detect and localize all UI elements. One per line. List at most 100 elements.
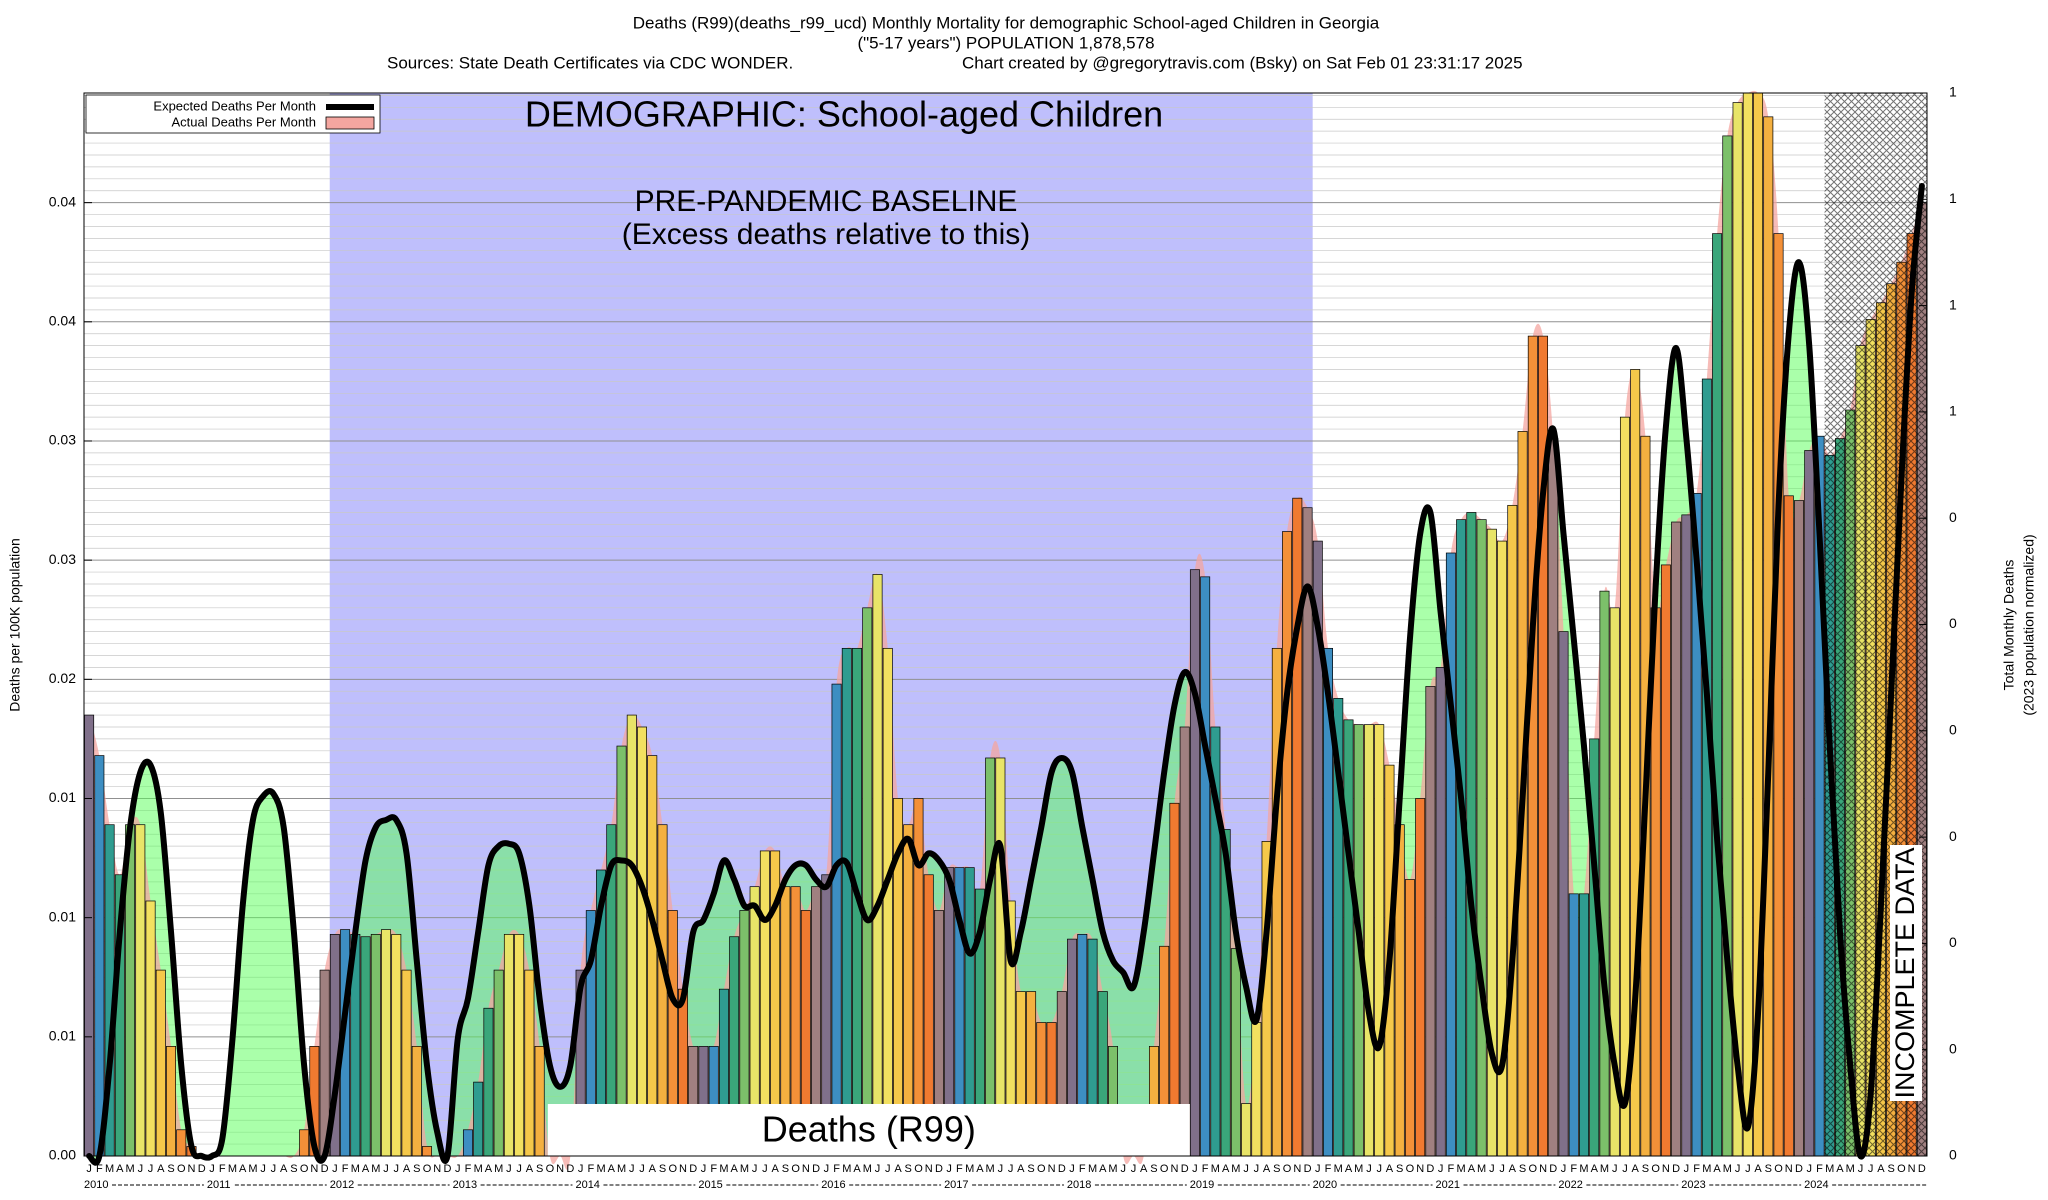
bar <box>1660 564 1671 1157</box>
x-tick-label: N <box>1785 1163 1793 1175</box>
x-tick-label: J <box>1243 1163 1249 1175</box>
x-tick-label: D <box>1672 1163 1680 1175</box>
x-tick-label: A <box>239 1163 247 1175</box>
x-tick-label: M <box>1211 1163 1220 1175</box>
x-tick-label: O <box>1897 1163 1906 1175</box>
x-tick-label: J <box>1120 1163 1126 1175</box>
x-tick-label: A <box>894 1163 902 1175</box>
x-tick-label: A <box>485 1163 493 1175</box>
x-tick-label: S <box>905 1163 912 1175</box>
bar <box>1189 569 1200 1157</box>
x-tick-label: S <box>1765 1163 1772 1175</box>
x-tick-label: D <box>1058 1163 1066 1175</box>
year-label: 2024 <box>1804 1179 1828 1191</box>
year-label: 2020 <box>1313 1179 1337 1191</box>
x-tick-label: J <box>629 1163 635 1175</box>
x-tick-label: M <box>1108 1163 1117 1175</box>
x-tick-label: J <box>1489 1163 1495 1175</box>
x-tick-label: M <box>371 1163 380 1175</box>
x-tick-label: D <box>321 1163 329 1175</box>
y-tick-label: 0.03 <box>49 551 76 567</box>
x-tick-label: S <box>1027 1163 1034 1175</box>
x-tick-label: J <box>1745 1163 1751 1175</box>
x-tick-label: M <box>494 1163 503 1175</box>
x-tick-label: M <box>1354 1163 1363 1175</box>
x-tick-label: A <box>280 1163 288 1175</box>
x-tick-label: A <box>116 1163 124 1175</box>
foreground-layer: 0.00 0.01 0.01 0.01 0.02 0.03 0.03 0.04 0.04 0 0 0 0… <box>49 84 1957 1191</box>
x-tick-label: S <box>1519 1163 1526 1175</box>
x-tick-label: M <box>125 1163 134 1175</box>
x-tick-label: A <box>1591 1163 1599 1175</box>
x-tick-label: M <box>1457 1163 1466 1175</box>
y2-tick-label: 0 <box>1949 1147 1957 1163</box>
x-tick-label: D <box>935 1163 943 1175</box>
bar <box>299 1129 310 1157</box>
x-tick-label: J <box>1366 1163 1372 1175</box>
bar <box>626 714 637 1157</box>
x-tick-label: J <box>1315 1163 1321 1175</box>
bar <box>1732 102 1743 1157</box>
x-tick-label: A <box>1140 1163 1148 1175</box>
x-tick-label: S <box>1642 1163 1649 1175</box>
x-tick-label: D <box>1181 1163 1189 1175</box>
bar <box>862 607 873 1157</box>
x-tick-label: J <box>1868 1163 1874 1175</box>
x-tick-label: J <box>1735 1163 1741 1175</box>
bar <box>637 726 647 1157</box>
bar <box>1671 521 1682 1157</box>
x-tick-label: A <box>771 1163 779 1175</box>
x-tick-label: M <box>228 1163 237 1175</box>
x-tick-label: S <box>290 1163 297 1175</box>
y2-axis-note: (2023 population normalized) <box>2021 534 2037 715</box>
x-tick-label: M <box>1702 1163 1711 1175</box>
year-label: 2015 <box>698 1179 722 1191</box>
x-tick-label: F <box>219 1163 226 1175</box>
x-tick-label: J <box>762 1163 768 1175</box>
x-tick-label: A <box>1263 1163 1271 1175</box>
bar <box>1783 495 1794 1157</box>
x-tick-label: A <box>403 1163 411 1175</box>
bar <box>381 929 392 1157</box>
plot-frame <box>83 92 1928 1157</box>
legend-label: Expected Deaths Per Month <box>153 98 316 113</box>
x-tick-label: D <box>1918 1163 1926 1175</box>
x-tick-label: N <box>1170 1163 1178 1175</box>
x-tick-label: M <box>1477 1163 1486 1175</box>
x-tick-label: N <box>556 1163 564 1175</box>
x-tick-label: J <box>1069 1163 1075 1175</box>
bar <box>1712 233 1723 1157</box>
y2-tick-label: 1 <box>1949 296 1957 312</box>
cause-box <box>547 1104 1190 1156</box>
bar <box>841 647 852 1157</box>
x-tick-label: M <box>1579 1163 1588 1175</box>
year-label: 2021 <box>1436 1179 1460 1191</box>
x-tick-label: S <box>782 1163 789 1175</box>
bar <box>872 574 883 1157</box>
bar <box>1435 667 1446 1157</box>
year-label: 2011 <box>207 1179 231 1191</box>
bar <box>1599 590 1610 1157</box>
source-note: Sources: State Death Certificates via CD… <box>387 53 793 72</box>
x-tick-label: S <box>167 1163 174 1175</box>
bar <box>1404 879 1415 1157</box>
x-tick-label: F <box>587 1163 594 1175</box>
x-tick-label: A <box>1877 1163 1885 1175</box>
bar <box>503 933 514 1157</box>
bar <box>462 1129 473 1157</box>
year-label: 2010 <box>84 1179 108 1191</box>
bar <box>514 933 525 1157</box>
bar <box>1558 631 1569 1157</box>
expected-line <box>86 182 1925 1166</box>
x-tick-label: D <box>566 1163 574 1175</box>
x-tick-label: J <box>271 1163 277 1175</box>
x-tick-label: J <box>639 1163 645 1175</box>
x-tick-label: J <box>455 1163 461 1175</box>
x-tick-label: N <box>925 1163 933 1175</box>
y2-tick-label: 0 <box>1949 828 1957 844</box>
x-tick-label: M <box>1600 1163 1609 1175</box>
x-tick-label: J <box>1612 1163 1618 1175</box>
x-tick-label: S <box>413 1163 420 1175</box>
bar <box>1415 798 1426 1157</box>
year-label: 2022 <box>1558 1179 1582 1191</box>
